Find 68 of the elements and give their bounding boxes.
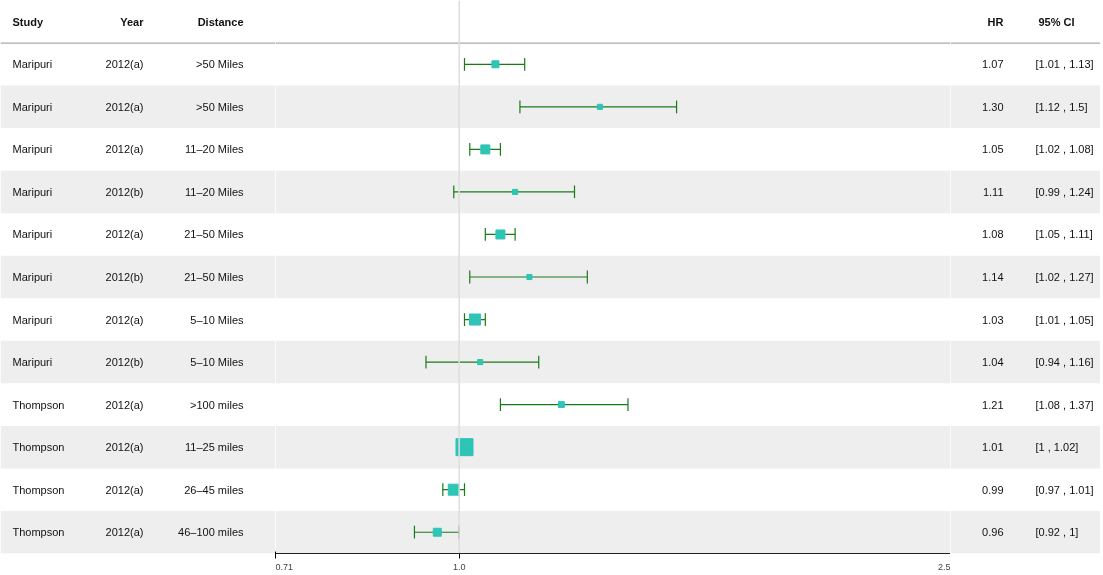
y-tick-label: 26–45 miles	[184, 483, 244, 496]
data-label: 0.99	[982, 483, 1004, 496]
text: Thompson	[12, 526, 65, 539]
text: [1.01 , 1.13]	[1035, 58, 1094, 71]
text: Maripuri	[12, 313, 53, 326]
y-tick-label: 5–10 Miles	[190, 356, 244, 369]
y-tick-label: 21–50 Miles	[184, 228, 244, 241]
text: [0.92 , 1]	[1035, 526, 1079, 539]
y-tick-label: >100 miles	[190, 398, 244, 411]
text: 2012(a)	[105, 143, 144, 156]
text: Thompson	[12, 398, 65, 411]
data-label: 1.30	[982, 100, 1004, 113]
text: Maripuri	[12, 271, 53, 283]
text: Maripuri	[12, 143, 53, 156]
y-tick-label: 11–25 miles	[185, 441, 244, 454]
text: [1.02 , 1.08]	[1035, 143, 1094, 156]
text: Distance	[197, 15, 244, 28]
text: 2012(a)	[105, 313, 144, 326]
y-tick-label: 21–50 Miles	[184, 271, 244, 283]
text: Year	[120, 15, 145, 28]
data-label: 1.07	[982, 58, 1004, 71]
text: 2012(a)	[105, 398, 144, 411]
y-tick-label: 11–20 Miles	[185, 143, 244, 156]
y-tick-label: 5–10 Miles	[190, 313, 244, 326]
y-tick-label: >50 Miles	[196, 100, 244, 113]
text: [1.05 , 1.11]	[1035, 228, 1093, 241]
text: 95% CI	[1038, 15, 1075, 28]
text: [0.97 , 1.01]	[1035, 483, 1094, 496]
text: 2012(a)	[105, 58, 144, 71]
y-tick-label: 11–20 Miles	[185, 185, 244, 198]
text: [0.94 , 1.16]	[1035, 356, 1094, 369]
data-label: 1.04	[982, 356, 1004, 369]
data-label: 1.14	[982, 271, 1004, 283]
text: 2012(a)	[105, 100, 144, 113]
text: [0.99 , 1.24]	[1035, 185, 1094, 198]
x-tick-label: 2.5	[937, 561, 951, 572]
text: 2012(a)	[105, 483, 144, 496]
text: [1.02 , 1.27]	[1035, 271, 1094, 283]
text: Study	[12, 15, 44, 28]
text: Maripuri	[12, 228, 53, 241]
text: [1.12 , 1.5]	[1035, 100, 1088, 113]
data-label: 1.01	[982, 441, 1004, 454]
data-label: 1.21	[982, 398, 1004, 411]
x-tick-label: 0.71	[275, 561, 294, 572]
text: [1 , 1.02]	[1035, 441, 1079, 454]
text: Maripuri	[12, 356, 53, 369]
text: Maripuri	[12, 100, 53, 113]
text: Thompson	[12, 441, 65, 454]
y-tick-label: >50 Miles	[196, 58, 244, 71]
text: Thompson	[12, 483, 65, 496]
text: [1.01 , 1.05]	[1035, 313, 1094, 326]
text: 2012(b)	[105, 185, 144, 198]
text: [1.08 , 1.37]	[1035, 398, 1094, 411]
data-label: 1.11	[982, 185, 1004, 198]
data-label: 1.03	[982, 313, 1004, 326]
data-label: 0.96	[982, 526, 1004, 539]
text: 2012(b)	[105, 356, 144, 369]
text: 2012(a)	[105, 441, 144, 454]
data-label: 1.08	[982, 228, 1004, 241]
x-tick-label: 1.0	[452, 561, 466, 572]
text: 2012(a)	[105, 526, 144, 539]
text: 2012(a)	[105, 228, 144, 241]
y-tick-label: 46–100 miles	[178, 526, 244, 539]
text: Maripuri	[12, 58, 53, 71]
text: 2012(b)	[105, 271, 144, 283]
data-label: 1.05	[982, 143, 1004, 156]
text: HR	[987, 15, 1004, 28]
text: Maripuri	[12, 185, 53, 198]
